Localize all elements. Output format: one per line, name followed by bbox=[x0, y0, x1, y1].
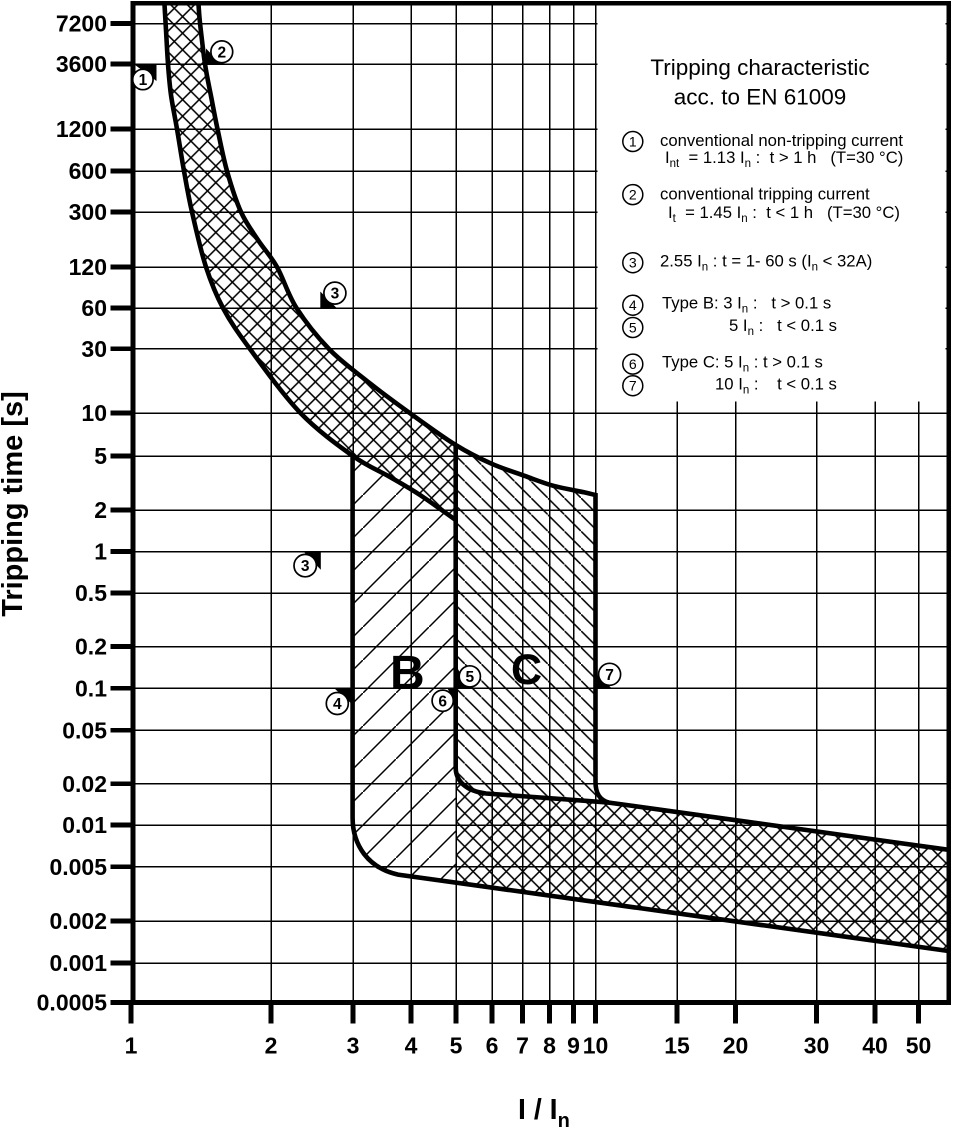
svg-text:5: 5 bbox=[94, 443, 107, 469]
svg-text:4: 4 bbox=[333, 696, 342, 713]
svg-text:Tripping time [s]: Tripping time [s] bbox=[0, 391, 29, 617]
svg-text:1: 1 bbox=[125, 1033, 138, 1059]
svg-text:0.02: 0.02 bbox=[62, 771, 107, 797]
svg-text:3600: 3600 bbox=[56, 51, 107, 77]
svg-text:2: 2 bbox=[217, 44, 226, 61]
svg-text:8: 8 bbox=[543, 1033, 556, 1059]
svg-text:It = 1.45 In : t < 1 h (T=: It = 1.45 In : t < 1 h (T=30 °C) bbox=[668, 203, 900, 225]
svg-text:120: 120 bbox=[69, 254, 107, 280]
svg-text:3: 3 bbox=[629, 255, 637, 271]
svg-text:0.002: 0.002 bbox=[49, 908, 107, 934]
svg-text:7: 7 bbox=[629, 378, 637, 394]
svg-text:5: 5 bbox=[450, 1033, 463, 1059]
svg-text:10: 10 bbox=[81, 400, 107, 426]
svg-text:0.01: 0.01 bbox=[62, 812, 107, 838]
svg-text:6: 6 bbox=[438, 693, 447, 710]
svg-text:30: 30 bbox=[81, 336, 107, 362]
svg-text:10: 10 bbox=[583, 1033, 609, 1059]
svg-text:7: 7 bbox=[516, 1033, 529, 1059]
svg-text:1200: 1200 bbox=[56, 116, 107, 142]
svg-text:3: 3 bbox=[301, 558, 310, 575]
svg-text:6: 6 bbox=[486, 1033, 499, 1059]
svg-text:3: 3 bbox=[347, 1033, 360, 1059]
svg-text:50: 50 bbox=[906, 1033, 932, 1059]
svg-text:2: 2 bbox=[265, 1033, 278, 1059]
svg-text:3: 3 bbox=[331, 286, 340, 303]
svg-text:conventional tripping current: conventional tripping current bbox=[660, 185, 870, 204]
svg-text:0.005: 0.005 bbox=[49, 854, 107, 880]
svg-text:5 In : t < 0.1 s: 5 In : t < 0.1 s bbox=[729, 316, 837, 338]
svg-text:7200: 7200 bbox=[56, 11, 107, 37]
svg-text:40: 40 bbox=[862, 1033, 888, 1059]
svg-text:0.5: 0.5 bbox=[75, 580, 107, 606]
svg-text:B: B bbox=[390, 647, 425, 700]
svg-text:2: 2 bbox=[629, 187, 637, 203]
svg-text:4: 4 bbox=[405, 1033, 418, 1059]
svg-text:acc. to EN 61009: acc. to EN 61009 bbox=[674, 85, 847, 110]
svg-text:0.2: 0.2 bbox=[75, 634, 107, 660]
svg-text:20: 20 bbox=[723, 1033, 749, 1059]
svg-text:9: 9 bbox=[567, 1033, 580, 1059]
svg-text:15: 15 bbox=[664, 1033, 690, 1059]
svg-text:5: 5 bbox=[465, 669, 474, 686]
svg-text:7: 7 bbox=[605, 667, 614, 684]
svg-text:2: 2 bbox=[94, 497, 107, 523]
svg-text:Type C: 5 In : t > 0.1 s: Type C: 5 In : t > 0.1 s bbox=[662, 353, 823, 375]
svg-text:Int = 1.13 In : t > 1 h (T: Int = 1.13 In : t > 1 h (T=30 °C) bbox=[665, 148, 903, 170]
svg-text:0.05: 0.05 bbox=[62, 718, 107, 744]
svg-text:4: 4 bbox=[629, 297, 637, 313]
svg-text:60: 60 bbox=[81, 295, 107, 321]
svg-text:1: 1 bbox=[94, 539, 107, 565]
svg-text:6: 6 bbox=[629, 356, 637, 372]
svg-text:300: 300 bbox=[69, 199, 107, 225]
svg-text:0.001: 0.001 bbox=[49, 950, 107, 976]
svg-text:conventional non-tripping curr: conventional non-tripping current bbox=[660, 131, 903, 150]
svg-text:C: C bbox=[511, 646, 542, 694]
svg-text:Type B: 3 In : t > 0.1 s: Type B: 3 In : t > 0.1 s bbox=[662, 294, 831, 316]
svg-text:0.1: 0.1 bbox=[75, 676, 107, 702]
svg-text:0.0005: 0.0005 bbox=[37, 990, 108, 1016]
svg-text:2.55 In : t = 1- 60 s (In < 32: 2.55 In : t = 1- 60 s (In < 32A) bbox=[660, 252, 872, 274]
svg-text:5: 5 bbox=[629, 320, 637, 336]
svg-text:Tripping characteristic: Tripping characteristic bbox=[650, 55, 869, 80]
svg-text:30: 30 bbox=[804, 1033, 830, 1059]
svg-text:600: 600 bbox=[69, 158, 107, 184]
svg-text:1: 1 bbox=[139, 72, 148, 89]
svg-text:10 In : t < 0.1 s: 10 In : t < 0.1 s bbox=[715, 375, 837, 397]
svg-text:1: 1 bbox=[629, 134, 637, 150]
